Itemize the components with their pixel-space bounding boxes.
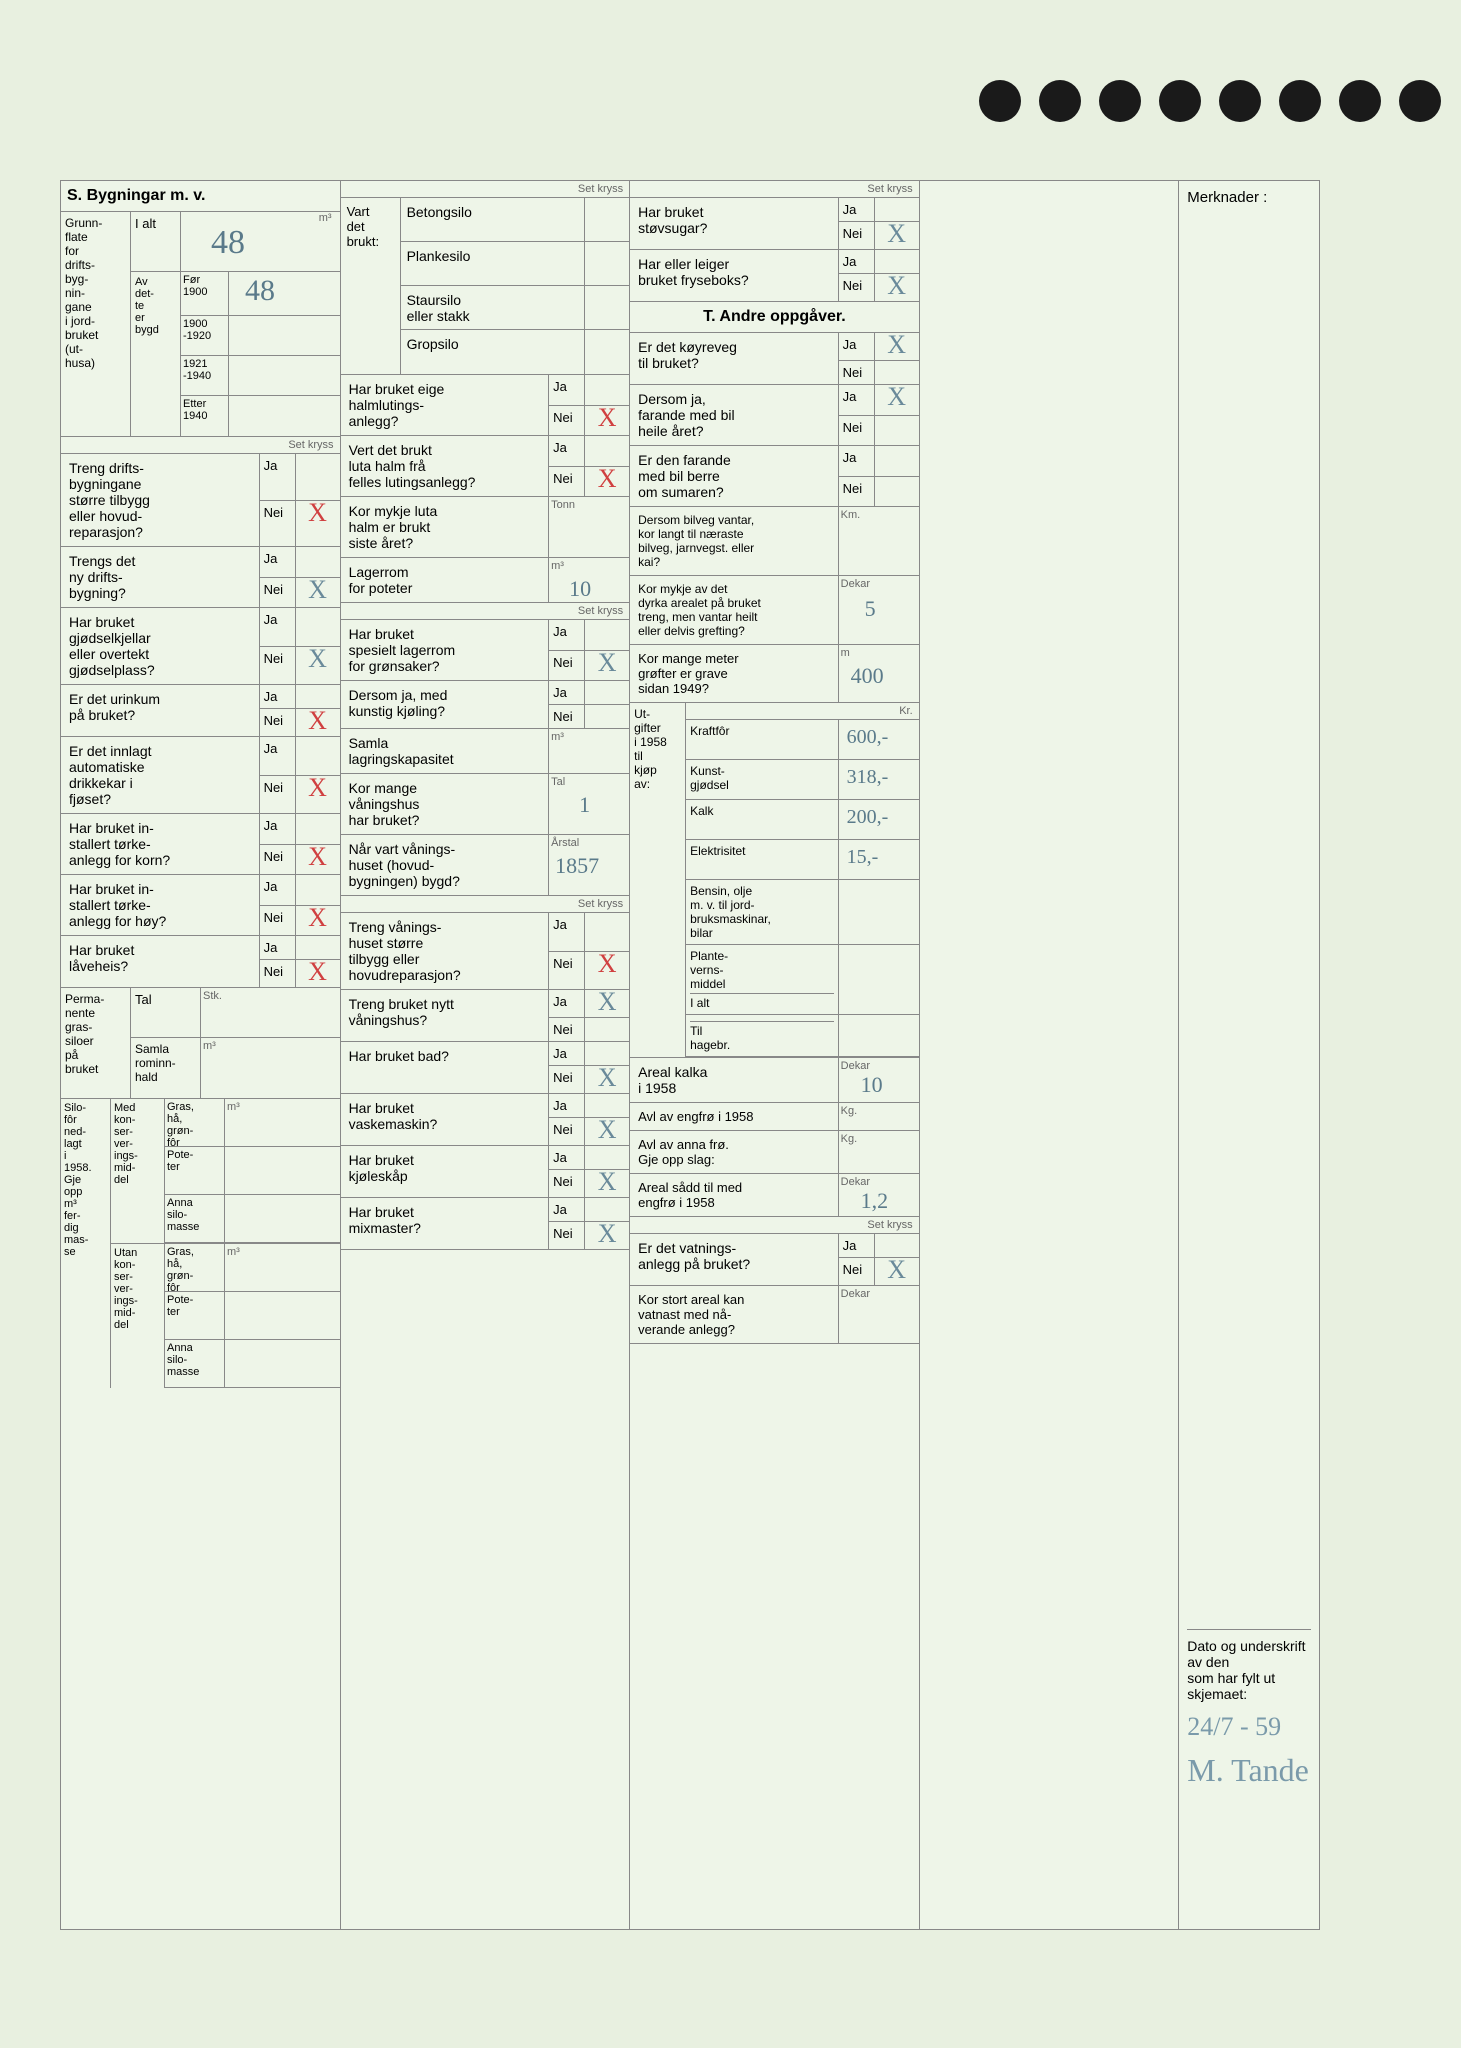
signature-block: Dato og underskrift av den som har fylt …: [1187, 1629, 1311, 1789]
punch-holes: [979, 80, 1441, 122]
c2b-q1: Dersom ja, med kunstig kjøling? Ja Nei: [341, 681, 630, 729]
column-3: Set kryss Har bruket støvsugar? Ja NeiX …: [630, 181, 920, 1929]
c3t-q0: Er det køyreveg til bruket? JaX Nei: [630, 333, 919, 385]
c1-q5: Har bruket in- stallert tørke- anlegg fo…: [61, 814, 340, 875]
ialt-value: 48: [211, 224, 245, 262]
signature-date: 24/7 - 59: [1187, 1712, 1311, 1742]
c2c-q4: Har bruket kjøleskåp Ja NeiX: [341, 1146, 630, 1198]
ialt-label: I alt: [131, 212, 181, 271]
c2c-q1: Treng bruket nytt våningshus? JaX Nei: [341, 990, 630, 1042]
c2c-q2: Har bruket bad? Ja NeiX: [341, 1042, 630, 1094]
c2c-q3: Har bruket vaskemaskin? Ja NeiX: [341, 1094, 630, 1146]
c1-q2: Har bruket gjødselkjellar eller overtekt…: [61, 608, 340, 685]
c1-q1: Trengs det ny drifts- bygning? Ja NeiX: [61, 547, 340, 608]
c2c-q5: Har bruket mixmaster? Ja NeiX: [341, 1198, 630, 1250]
c2c-q0: Treng vånings- huset større tilbygg elle…: [341, 913, 630, 990]
column-2: Set kryss Vart det brukt: Betongsilo Pla…: [341, 181, 631, 1929]
c1-q7: Har bruket låveheis? Ja NeiX: [61, 936, 340, 988]
column-4-answers: [920, 181, 1180, 1929]
c3a-q1: Har eller leiger bruket fryseboks? Ja Ne…: [630, 250, 919, 302]
section-t-title: T. Andre oppgåver.: [630, 302, 919, 333]
c3a-q0: Har bruket støvsugar? Ja NeiX: [630, 198, 919, 250]
form-page: S. Bygningar m. v. Grunn- flate for drif…: [60, 180, 1320, 1930]
c2b-q0: Har bruket spesielt lagerrom for grønsak…: [341, 620, 630, 681]
c1-q3: Er det urinkum på bruket? Ja NeiX: [61, 685, 340, 737]
section-s-title: S. Bygningar m. v.: [61, 181, 340, 212]
c2a-q0: Har bruket eige halmlutings- anlegg? Ja …: [341, 375, 630, 436]
merknader-label: Merknader :: [1179, 181, 1319, 214]
vatning-question: Er det vatnings- anlegg på bruket? Ja Ne…: [630, 1234, 919, 1286]
c1-q0: Treng drifts- bygningane større tilbygg …: [61, 454, 340, 547]
c1-q6: Har bruket in- stallert tørke- anlegg fo…: [61, 875, 340, 936]
signature-name: M. Tande: [1187, 1752, 1311, 1789]
c1-q4: Er det innlagt automatiske drikkekar i f…: [61, 737, 340, 814]
c3t-q1: Dersom ja, farande med bil heile året? J…: [630, 385, 919, 446]
grunnflate-label: Grunn- flate for drifts- byg- nin- gane …: [61, 212, 131, 436]
c3t-q2: Er den farande med bil berre om sumaren?…: [630, 446, 919, 507]
c2a-q1: Vert det brukt luta halm frå felles luti…: [341, 436, 630, 497]
column-merknader: Merknader : Dato og underskrift av den s…: [1179, 181, 1319, 1929]
column-s-bygningar: S. Bygningar m. v. Grunn- flate for drif…: [61, 181, 341, 1929]
